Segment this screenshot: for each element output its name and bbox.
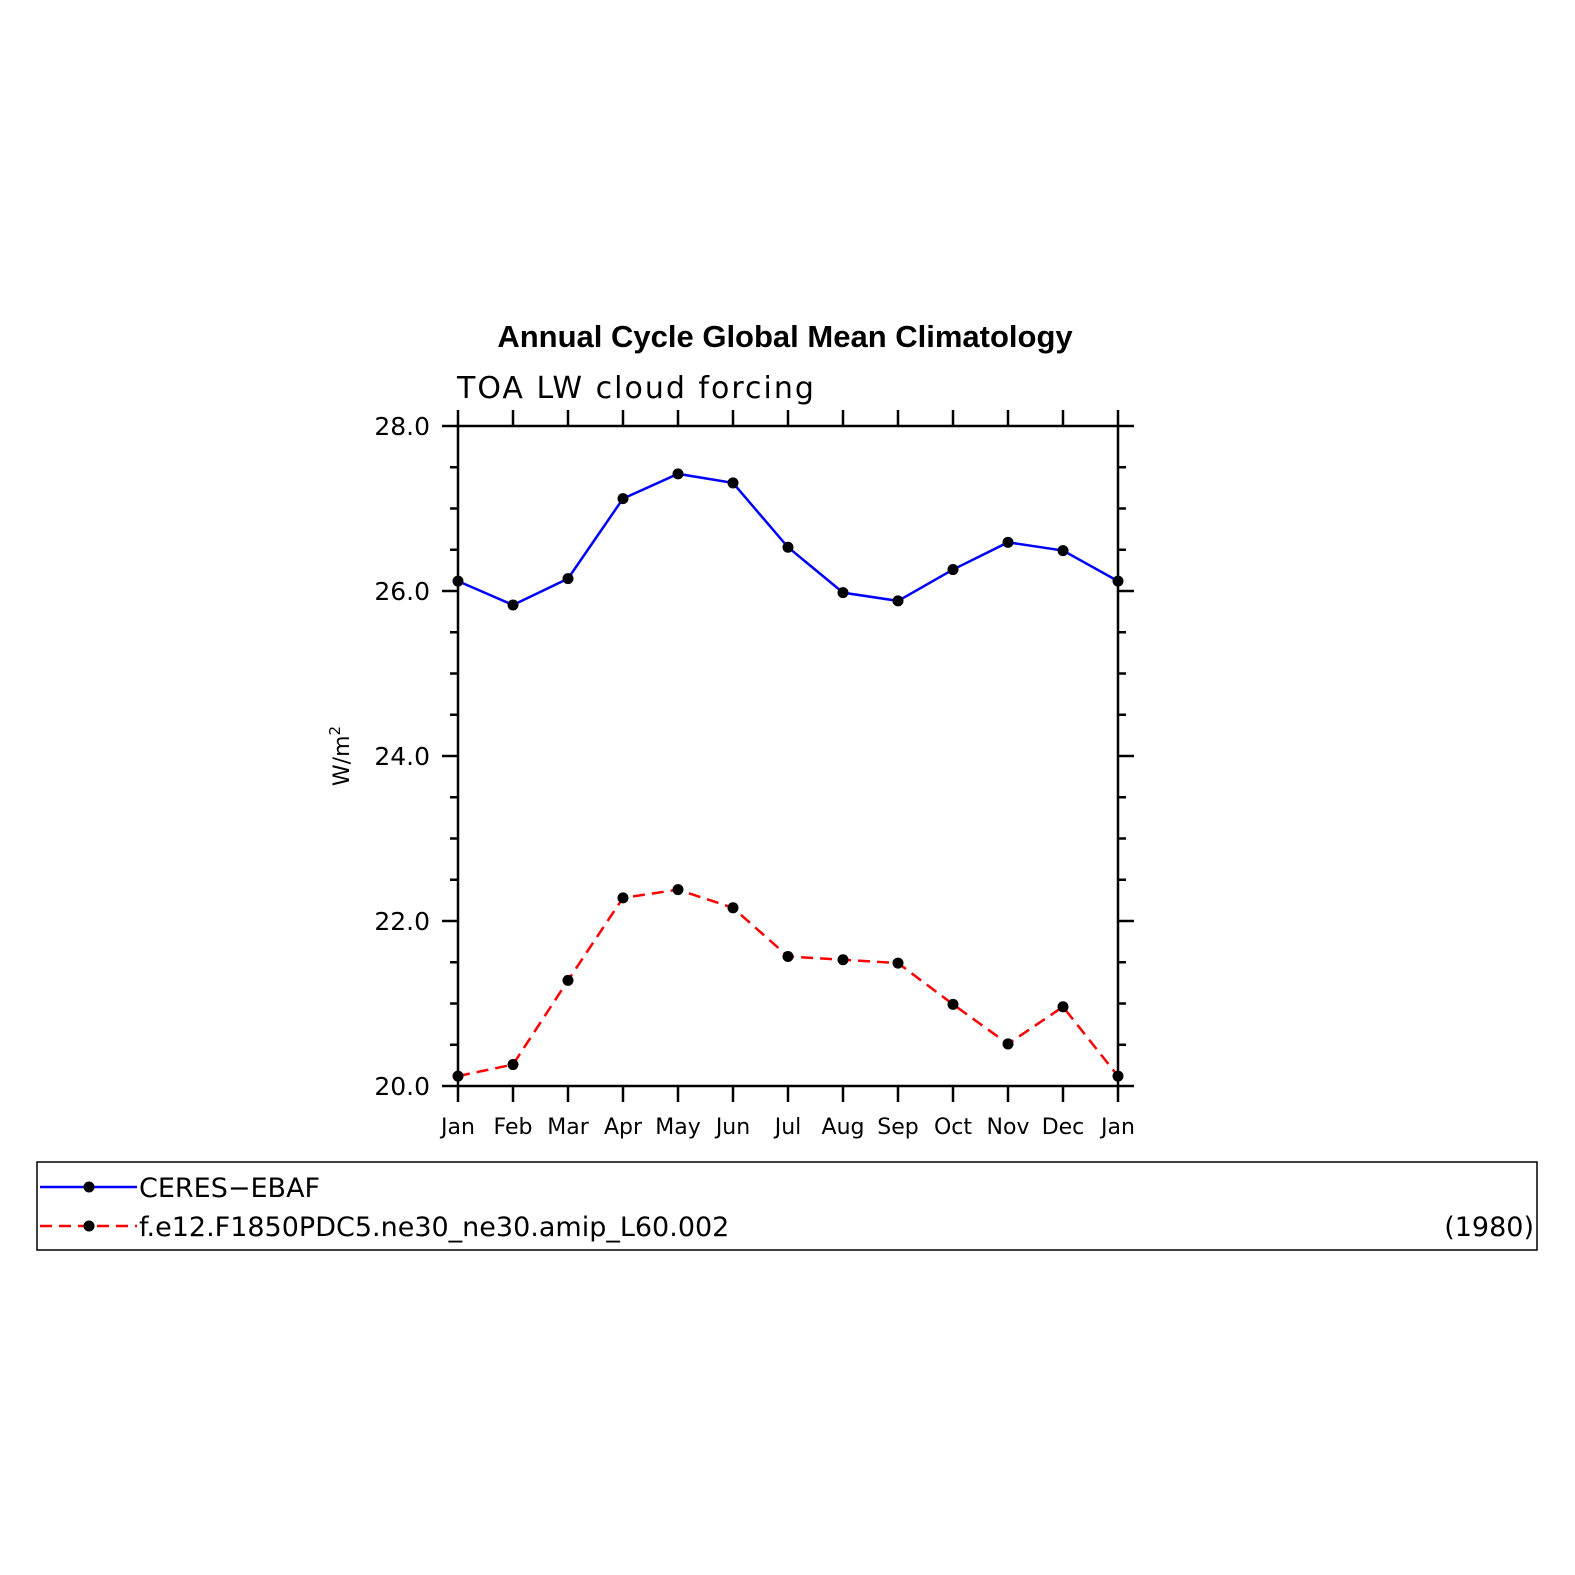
series-line-1: [457, 888, 1119, 1078]
y-tick-label: 20.0: [374, 1072, 430, 1101]
series-line-0: [457, 472, 1119, 607]
x-tick-label: Jan: [439, 1115, 475, 1140]
data-point: [782, 541, 794, 553]
data-point: [892, 957, 904, 969]
legend-marker: [83, 1220, 95, 1232]
data-point: [892, 595, 904, 607]
y-axis-label-superscript: 2: [326, 726, 344, 736]
x-tick-labels: Jan Feb Mar Apr May Jun Jul Aug Sep Oct Nov Dec Jan: [439, 1115, 1135, 1140]
data-point: [1057, 1001, 1069, 1013]
data-point: [672, 884, 684, 896]
data-point: [617, 493, 629, 505]
data-point: [507, 1059, 519, 1071]
data-point: [562, 573, 574, 585]
series-layer: [452, 468, 1124, 1082]
data-point: [617, 892, 629, 904]
y-tick-label: 24.0: [374, 742, 430, 771]
legend: CERES−EBAF f.e12.F1850PDC5.ne30_ne30.amip…: [36, 1161, 1538, 1251]
x-tick-label: Jan: [1099, 1115, 1135, 1140]
legend-note: (1980): [1444, 1212, 1534, 1243]
x-tick-label: Dec: [1042, 1115, 1085, 1140]
data-point: [1057, 545, 1069, 557]
y-axis-label: W/m2: [326, 726, 355, 786]
y-axis-label-unit: W/m: [330, 735, 355, 786]
y-tick-label: 22.0: [374, 907, 430, 936]
data-point: [782, 950, 794, 962]
x-tick-label: Jul: [773, 1115, 802, 1140]
y-tick-label: 28.0: [374, 412, 430, 441]
data-point: [837, 954, 849, 966]
legend-label: CERES−EBAF: [139, 1173, 320, 1204]
legend-box: [36, 1161, 1538, 1251]
data-point: [727, 902, 739, 914]
x-tick-label: Nov: [987, 1115, 1030, 1140]
data-point: [947, 564, 959, 576]
data-point: [837, 587, 849, 599]
x-tick-label: Apr: [604, 1115, 643, 1140]
x-tick-label: Aug: [822, 1115, 865, 1140]
data-point: [507, 599, 519, 611]
y-tick-label: 26.0: [374, 577, 430, 606]
x-tick-label: Jun: [714, 1115, 750, 1140]
data-point: [1002, 1038, 1014, 1050]
axis-ticks: [442, 410, 1134, 1102]
x-tick-label: Feb: [494, 1115, 533, 1140]
y-tick-labels: 20.0 22.0 24.0 26.0 28.0: [374, 412, 430, 1101]
data-point: [727, 477, 739, 489]
x-tick-label: Oct: [934, 1115, 972, 1140]
data-point: [562, 974, 574, 986]
x-tick-label: Sep: [877, 1115, 918, 1140]
chart-title: Annual Cycle Global Mean Climatology: [497, 319, 1073, 354]
x-tick-label: Mar: [547, 1115, 589, 1140]
x-tick-label: May: [655, 1115, 700, 1140]
plot-frame: [456, 424, 1120, 1088]
chart-subtitle: TOA LW cloud forcing: [456, 371, 816, 406]
data-point: [672, 468, 684, 480]
data-point: [1002, 536, 1014, 548]
legend-label: f.e12.F1850PDC5.ne30_ne30.amip_L60.002: [139, 1212, 729, 1243]
legend-marker: [83, 1181, 95, 1193]
data-point: [947, 998, 959, 1010]
